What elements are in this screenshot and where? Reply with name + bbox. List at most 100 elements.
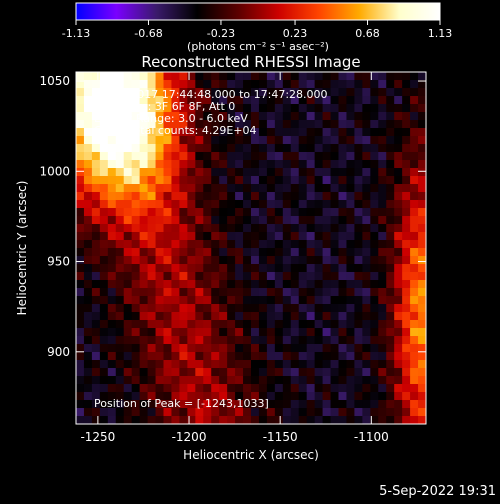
heatmap-cell bbox=[346, 208, 355, 217]
heatmap-cell bbox=[362, 88, 371, 97]
heatmap-cell bbox=[91, 192, 101, 201]
heatmap-cell bbox=[187, 360, 196, 369]
heatmap-cell bbox=[338, 80, 348, 89]
heatmap-cell bbox=[187, 224, 196, 233]
heatmap-cell bbox=[378, 384, 387, 393]
heatmap-cell bbox=[322, 288, 332, 297]
heatmap-cell bbox=[330, 408, 340, 417]
heatmap-cell bbox=[211, 392, 220, 401]
heatmap-cell bbox=[147, 392, 157, 401]
heatmap-cell bbox=[235, 264, 244, 273]
heatmap-cell bbox=[131, 112, 141, 121]
heatmap-cell bbox=[274, 272, 284, 281]
heatmap-cell bbox=[123, 208, 133, 217]
heatmap-cell bbox=[76, 368, 85, 377]
heatmap-cell bbox=[91, 408, 101, 417]
heatmap-cell bbox=[370, 184, 379, 193]
heatmap-cell bbox=[187, 296, 196, 305]
heatmap-cell bbox=[83, 328, 93, 337]
heatmap-cell bbox=[211, 280, 220, 289]
heatmap-cell bbox=[83, 344, 93, 353]
heatmap-cell bbox=[123, 160, 133, 169]
heatmap-cell bbox=[258, 176, 268, 185]
heatmap-cell bbox=[243, 112, 252, 121]
heatmap-cell bbox=[282, 96, 292, 105]
heatmap-cell bbox=[139, 416, 149, 424]
heatmap-cell bbox=[115, 232, 125, 241]
heatmap-cell bbox=[290, 168, 300, 177]
heatmap-cell bbox=[163, 376, 173, 385]
heatmap-cell bbox=[322, 160, 332, 169]
heatmap-cell bbox=[306, 112, 316, 121]
heatmap-cell bbox=[76, 264, 85, 273]
heatmap-cell bbox=[227, 336, 236, 345]
heatmap-cell bbox=[115, 272, 125, 281]
heatmap-cell bbox=[251, 144, 260, 153]
chart-title: Reconstructed RHESSI Image bbox=[141, 53, 360, 71]
heatmap-cell bbox=[115, 248, 125, 257]
heatmap-cell bbox=[322, 416, 332, 424]
heatmap-cell bbox=[211, 176, 220, 185]
heatmap-cell bbox=[123, 416, 133, 424]
heatmap-cell bbox=[195, 376, 204, 385]
heatmap-cell bbox=[83, 176, 93, 185]
heatmap-cell bbox=[402, 400, 411, 409]
heatmap-cell bbox=[179, 184, 188, 193]
heatmap-cell bbox=[147, 80, 157, 89]
heatmap-cell bbox=[330, 360, 340, 369]
heatmap-cell bbox=[203, 96, 212, 105]
heatmap-cell bbox=[211, 88, 220, 97]
heatmap-cell bbox=[99, 128, 109, 137]
heatmap-cell bbox=[370, 296, 379, 305]
heatmap-cell bbox=[163, 88, 173, 97]
heatmap-cell bbox=[266, 136, 276, 145]
heatmap-cell bbox=[107, 128, 117, 137]
y-tick-label: 1050 bbox=[39, 74, 70, 88]
heatmap-cell bbox=[322, 144, 332, 153]
heatmap-cell bbox=[115, 136, 125, 145]
heatmap-cell bbox=[410, 192, 419, 201]
heatmap-cell bbox=[402, 264, 411, 273]
heatmap-cell bbox=[107, 296, 117, 305]
heatmap-cell bbox=[83, 152, 93, 161]
heatmap-cell bbox=[402, 272, 411, 281]
heatmap-cell bbox=[235, 344, 244, 353]
heatmap-cell bbox=[370, 240, 379, 249]
heatmap-cell bbox=[91, 232, 101, 241]
heatmap-cell bbox=[282, 360, 292, 369]
heatmap-cell bbox=[187, 128, 196, 137]
heatmap-cell bbox=[338, 216, 348, 225]
heatmap-cell bbox=[76, 288, 85, 297]
info-line: 7-Dec-2017 17:44:48.000 to 17:47:28.000 bbox=[94, 88, 328, 101]
heatmap-cell bbox=[235, 312, 244, 321]
heatmap-cell bbox=[203, 184, 212, 193]
heatmap-cell bbox=[418, 216, 426, 225]
heatmap-cell bbox=[115, 304, 125, 313]
heatmap-cell bbox=[386, 232, 395, 241]
heatmap-cell bbox=[83, 136, 93, 145]
heatmap-cell bbox=[187, 248, 196, 257]
heatmap-cell bbox=[410, 136, 419, 145]
heatmap-cell bbox=[99, 328, 109, 337]
heatmap-cell bbox=[314, 304, 324, 313]
heatmap-cell bbox=[314, 264, 324, 273]
heatmap-cell bbox=[354, 312, 363, 321]
heatmap-cell bbox=[282, 176, 292, 185]
heatmap-cell bbox=[147, 192, 157, 201]
heatmap-cell bbox=[402, 240, 411, 249]
heatmap-cell bbox=[91, 88, 101, 97]
heatmap-cell bbox=[346, 152, 355, 161]
heatmap-cell bbox=[402, 224, 411, 233]
heatmap-cell bbox=[99, 112, 109, 121]
heatmap-cell bbox=[362, 368, 371, 377]
heatmap-cell bbox=[298, 168, 308, 177]
heatmap-cell bbox=[298, 160, 308, 169]
heatmap-cell bbox=[203, 128, 212, 137]
peak-position-label: Position of Peak = [-1243,1033] bbox=[94, 397, 269, 410]
heatmap-cell bbox=[258, 344, 268, 353]
heatmap-cell bbox=[354, 176, 363, 185]
heatmap-cell bbox=[402, 312, 411, 321]
heatmap-cell bbox=[402, 384, 411, 393]
heatmap-cell bbox=[258, 384, 268, 393]
heatmap-cell bbox=[83, 320, 93, 329]
